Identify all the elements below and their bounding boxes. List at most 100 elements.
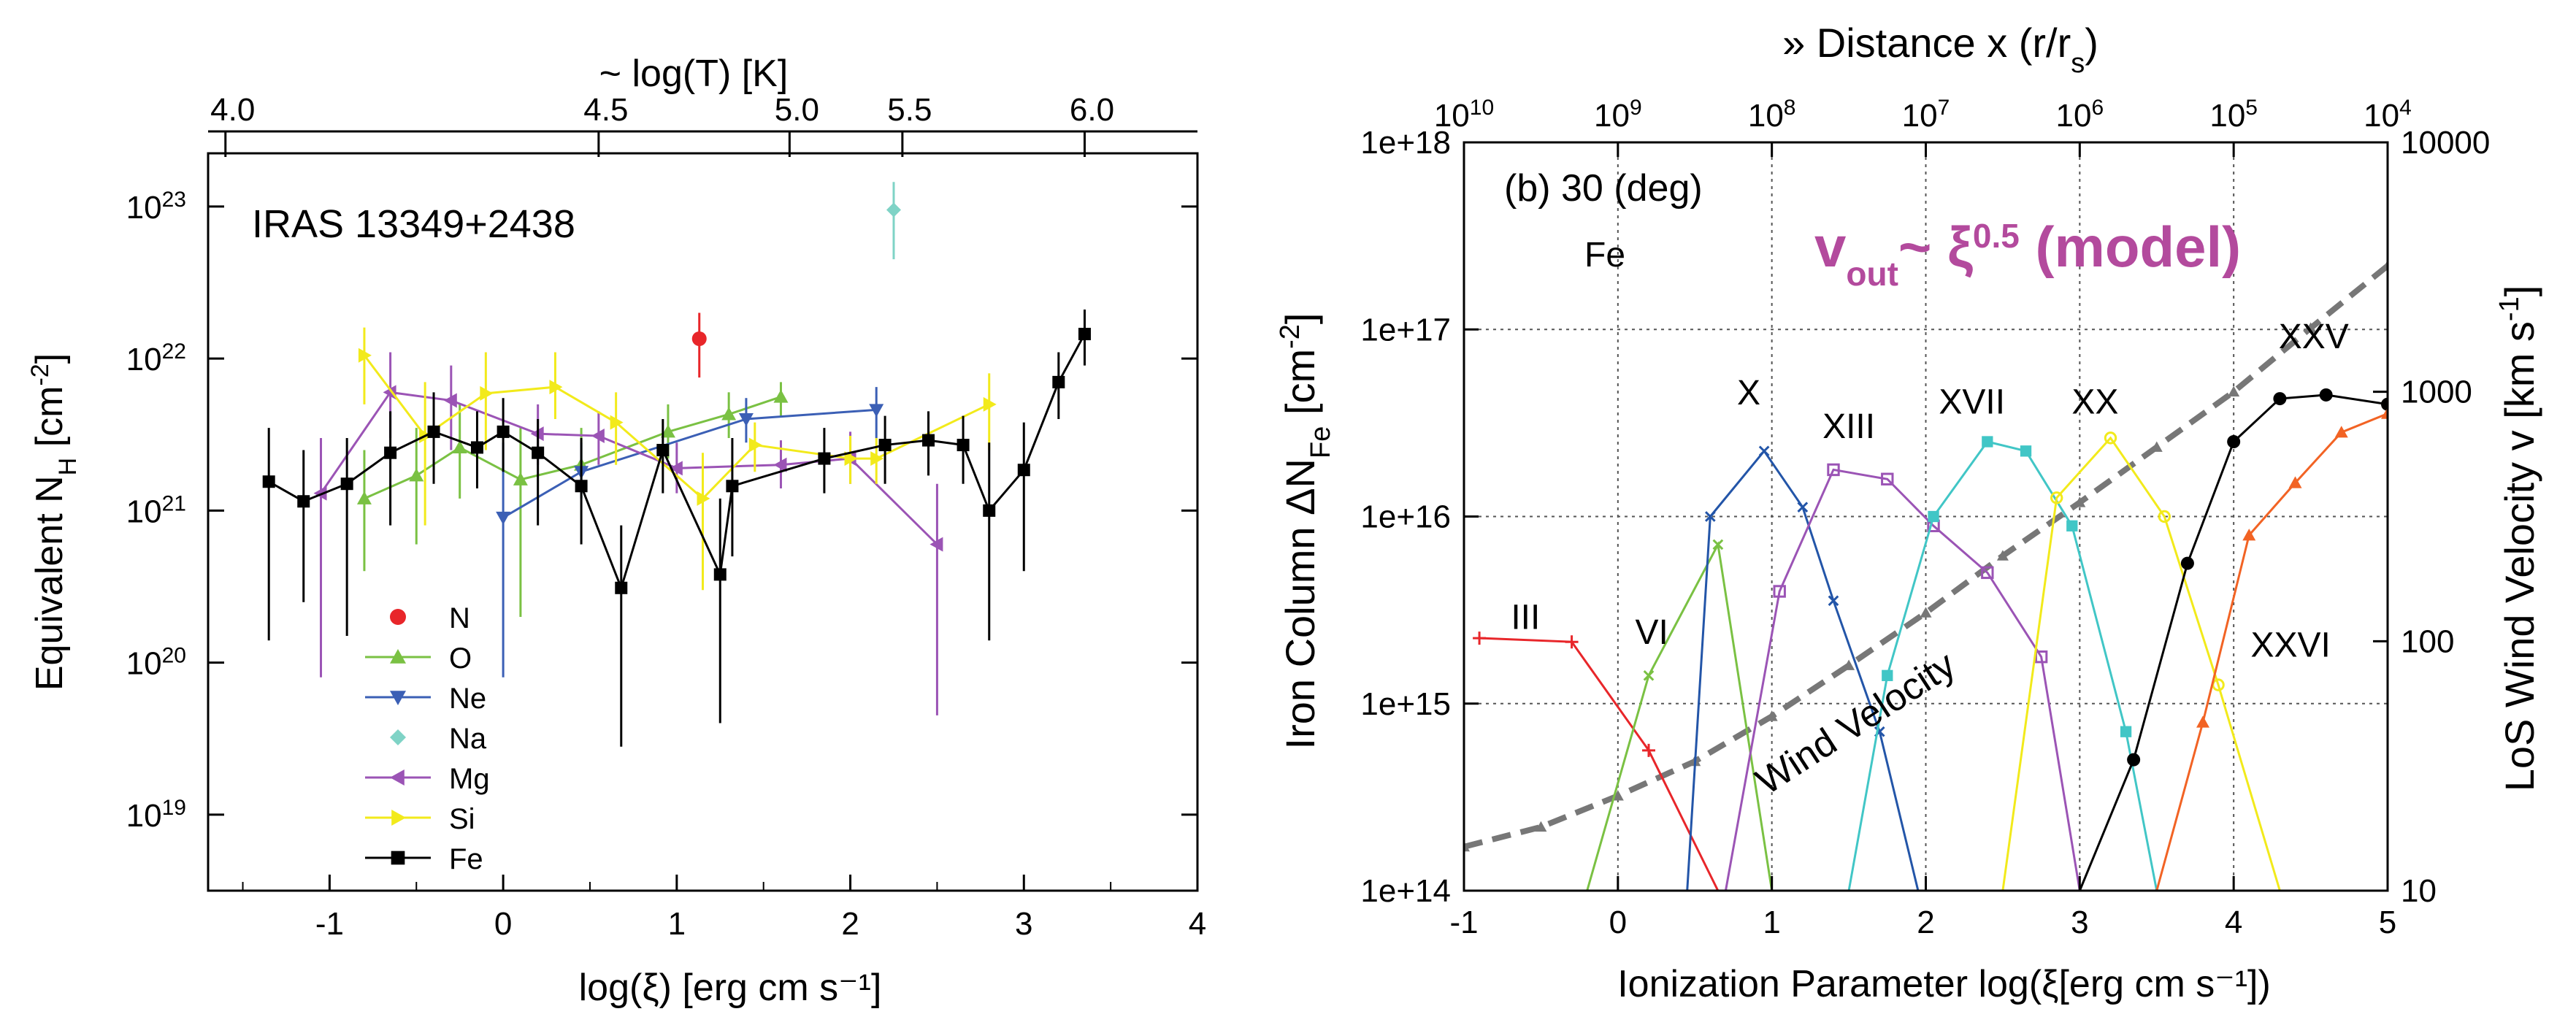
point-fe <box>922 434 935 447</box>
right-y2-tick-label: 100 <box>2401 623 2454 659</box>
right-y-tick-label: 1e+16 <box>1360 499 1451 535</box>
point-si <box>870 451 884 467</box>
right-x-tick-label: 0 <box>1609 905 1627 940</box>
right-secondary-y-axis-title: LoS Wind Velocity v [km s-1] <box>2494 285 2542 792</box>
right-x-tick-label: 2 <box>1917 905 1934 940</box>
legend-item-si: Si <box>365 803 475 835</box>
right-model-label: vout~ ξ0.5 (model) <box>1814 215 2241 293</box>
series-fe-xvii <box>1847 436 2158 891</box>
legend-label: O <box>449 642 472 675</box>
point-fe-xxvi <box>2196 715 2209 728</box>
left-top-tick-label: 4.0 <box>210 92 255 128</box>
right-y-tick-label: 1e+17 <box>1360 312 1451 348</box>
line-fe-xiii <box>1724 468 2081 891</box>
series-mg <box>313 352 943 715</box>
line-fe-vi <box>1586 541 1774 891</box>
left-top-axis-title: ~ log(T) [K] <box>599 53 789 95</box>
left-top-tick-label: 5.0 <box>775 92 819 128</box>
point-fe <box>497 425 510 438</box>
series-fe-vi <box>1586 539 1774 891</box>
point-fe <box>297 495 310 508</box>
point-si <box>983 396 997 412</box>
right-gridlines <box>1463 142 2388 891</box>
point-fe-xx <box>2050 491 2063 504</box>
left-x-tick-label: 3 <box>1015 906 1032 942</box>
left-top-tick-label: 5.5 <box>887 92 932 128</box>
point-o <box>773 389 789 403</box>
point-o <box>513 472 528 485</box>
right-y2-tick-label: 10000 <box>2401 125 2490 161</box>
point-fe-xx <box>2158 510 2171 523</box>
series-na <box>886 182 901 260</box>
ion-label-xx: XX <box>2071 383 2118 422</box>
right-y-tick-label: 1e+14 <box>1360 873 1451 909</box>
wind-velocity-curve <box>1464 263 2388 850</box>
line-fe-xx <box>2001 436 2281 891</box>
point-fe-x <box>1797 502 1809 513</box>
point-fe-xiii <box>1981 566 1994 580</box>
point-si <box>358 348 372 363</box>
right-data: III VI X XIII XVII XX XXV XXVI <box>1464 260 2388 891</box>
series-fe-xxvi <box>2155 407 2388 891</box>
point-fe-iii <box>1565 635 1579 649</box>
line-fe-xvii <box>1847 440 2158 891</box>
right-x-axis-title: Ionization Parameter log(ξ[erg cm s⁻¹]) <box>1617 963 2271 1005</box>
left-y-tick-label: 1023 <box>126 187 186 226</box>
line-fe-xxvi <box>2155 412 2388 891</box>
ion-label-xxv: XXV <box>2279 318 2349 356</box>
ion-label-iii: III <box>1511 598 1540 637</box>
point-fe-xxv <box>2180 556 2194 570</box>
point-o <box>721 407 737 421</box>
left-top-tick-label: 4.5 <box>583 92 628 128</box>
left-top-tick-label: 6.0 <box>1070 92 1114 128</box>
point-fe-xvii <box>2066 520 2078 531</box>
left-panel: -1 0 1 2 3 4 1019 1020 1021 1022 1023 4.0 4.5 5.0 5.5 6… <box>26 53 1206 1009</box>
legend-item-n: N <box>390 602 470 634</box>
left-x-tick-label: 4 <box>1189 906 1206 942</box>
series-ne <box>496 387 884 677</box>
right-y-axis-title: Iron Column ΔNFe [cm-2] <box>1275 313 1336 750</box>
right-x-tick-label: 3 <box>2071 905 2088 940</box>
legend-item-mg: Mg <box>365 763 490 795</box>
right-x-tick-label: 5 <box>2379 905 2396 940</box>
left-y-tick-label: 1020 <box>126 643 186 682</box>
legend-marker <box>390 769 405 786</box>
left-annotation: IRAS 13349+2438 <box>252 202 575 246</box>
point-si <box>844 451 858 467</box>
wind-velocity-point <box>1611 790 1624 801</box>
wind-velocity-point <box>2150 441 2163 452</box>
wind-velocity-point <box>1766 710 1778 721</box>
wind-velocity-point <box>2228 385 2240 397</box>
series-fe-x <box>1686 445 1920 891</box>
wind-velocity-point <box>1996 550 2009 561</box>
point-fe-x <box>1828 595 1839 607</box>
wind-velocity-point <box>1843 659 1855 670</box>
right-top-tick-label: 109 <box>1594 96 1642 134</box>
point-fe-xxv <box>2381 397 2388 411</box>
point-mg <box>929 537 943 552</box>
left-y-tick-label: 1019 <box>126 795 186 834</box>
right-x-tick-label: -1 <box>1449 905 1478 940</box>
point-fe-vi <box>1643 669 1655 681</box>
right-x-tick-label: 1 <box>1763 905 1780 940</box>
right-element-label: Fe <box>1584 236 1625 275</box>
point-n <box>691 331 707 346</box>
point-fe <box>878 439 892 452</box>
wind-velocity-point <box>1464 840 1470 852</box>
left-x-tick-label: 2 <box>841 906 859 942</box>
right-top-tick-label: 107 <box>1902 96 1950 134</box>
line-si <box>363 354 990 500</box>
right-top-tick-label: 106 <box>2056 96 2104 134</box>
point-fe-xvii <box>1982 436 1993 448</box>
point-fe <box>726 480 739 493</box>
point-mg <box>669 461 683 476</box>
series-n <box>691 312 707 378</box>
legend-label: Mg <box>449 763 490 795</box>
point-fe <box>384 446 397 459</box>
point-mg <box>591 429 605 444</box>
point-fe <box>615 581 628 594</box>
left-y-axis-title: Equivalent NH [cm-2] <box>26 353 82 691</box>
point-si <box>480 385 494 401</box>
legend-marker <box>391 851 405 865</box>
